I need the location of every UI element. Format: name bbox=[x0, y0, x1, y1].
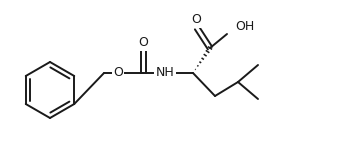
Text: NH: NH bbox=[156, 67, 175, 79]
Text: O: O bbox=[138, 36, 148, 49]
Text: O: O bbox=[113, 67, 123, 79]
Text: O: O bbox=[191, 13, 201, 26]
Text: OH: OH bbox=[235, 20, 254, 33]
